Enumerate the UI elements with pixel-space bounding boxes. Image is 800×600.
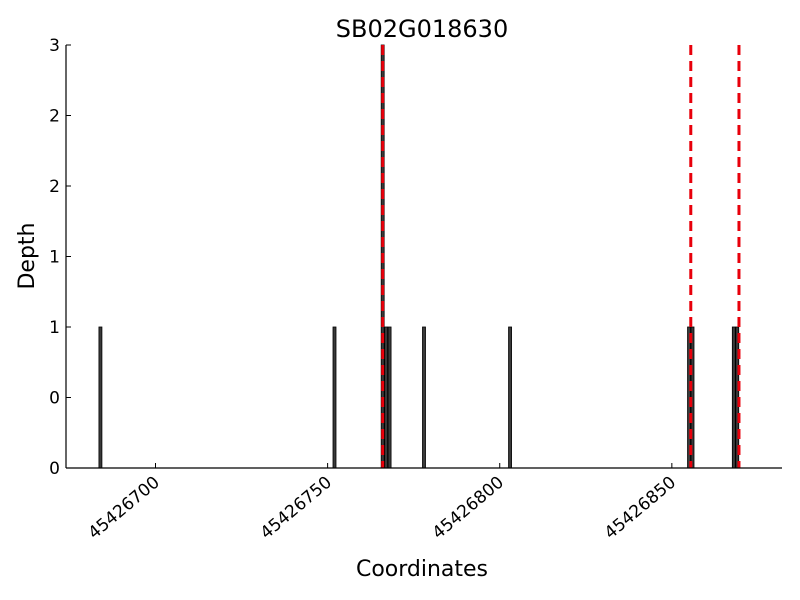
x-axis-label: Coordinates <box>356 557 488 582</box>
bar-0 <box>98 326 103 469</box>
y-tick-label-5: 2 <box>49 107 60 127</box>
y-tick-label-4: 2 <box>49 177 60 197</box>
x-tick-label-3: 45426850 <box>601 473 680 544</box>
x-tick-label-1: 45426750 <box>257 473 336 544</box>
chart-title: SB02G018630 <box>336 15 508 43</box>
y-ticks-group: 0 0 1 1 2 2 3 <box>49 36 71 479</box>
y-axis-label: Depth <box>15 222 40 289</box>
y-tick-label-6: 3 <box>49 36 60 56</box>
bar-9 <box>731 326 736 469</box>
bar-6 <box>508 326 512 469</box>
bar-3 <box>384 326 389 469</box>
bar-5 <box>422 326 426 469</box>
reference-lines-group <box>381 45 741 468</box>
y-tick-label-3: 1 <box>49 248 60 268</box>
x-ticks-group: 45426700 45426750 45426800 45426850 <box>85 463 680 543</box>
bar-1 <box>332 326 337 469</box>
x-tick-label-0: 45426700 <box>85 473 164 544</box>
bars-group <box>98 44 740 469</box>
y-tick-label-2: 1 <box>49 318 60 338</box>
y-tick-label-0: 0 <box>49 459 60 479</box>
bar-4 <box>387 326 392 469</box>
x-tick-label-2: 45426800 <box>429 473 508 544</box>
y-tick-label-1: 0 <box>49 389 60 409</box>
